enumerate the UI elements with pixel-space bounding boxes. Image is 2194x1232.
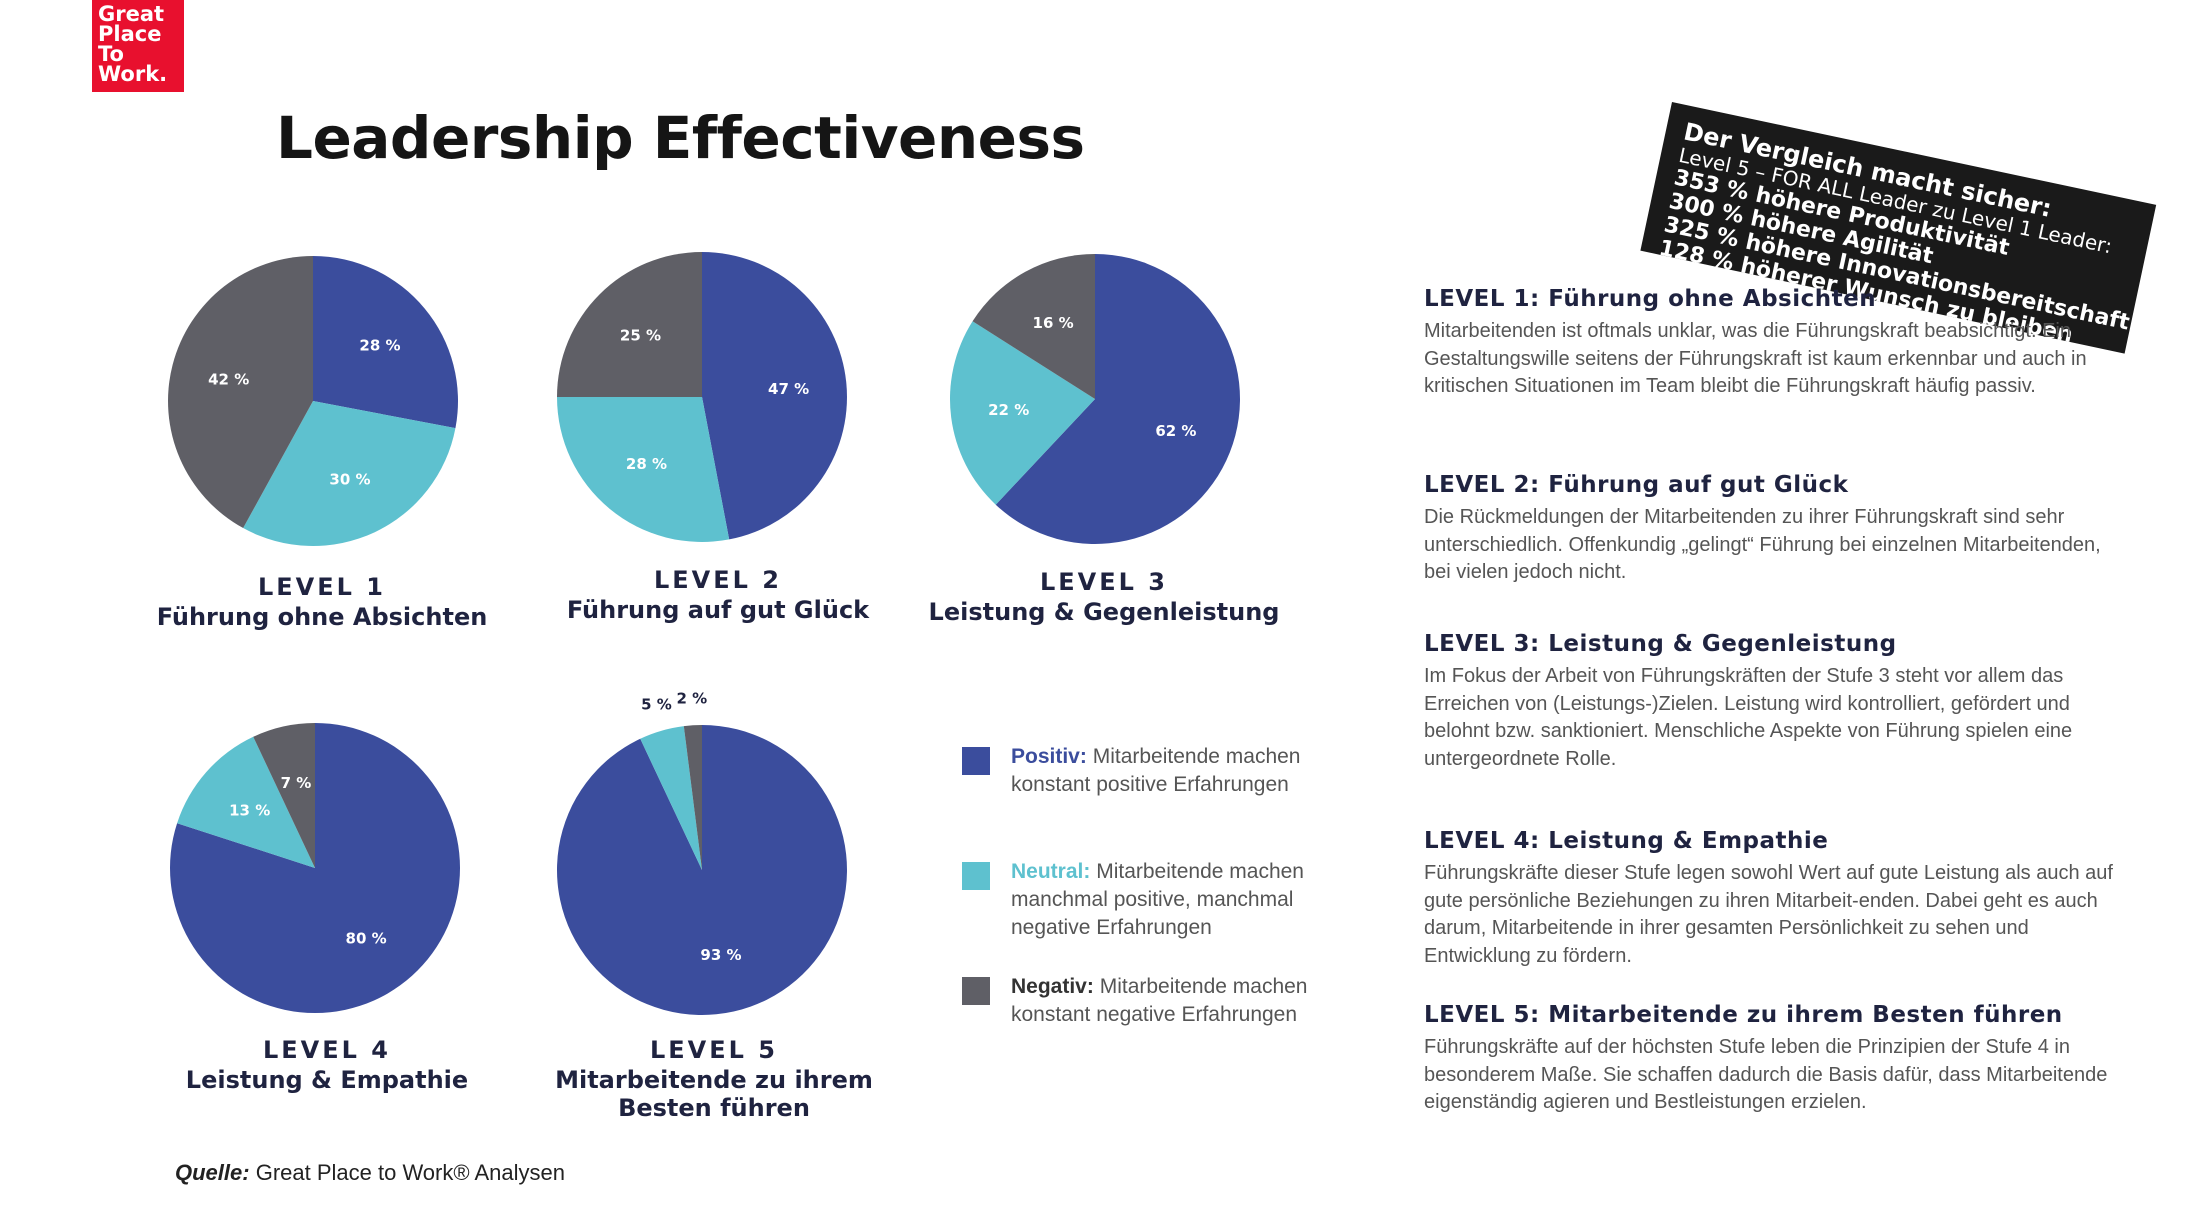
logo-line: Work.	[98, 62, 168, 86]
pie-chart-level-4: 80 % 13 % 7 %	[170, 723, 461, 1013]
source-note: Quelle: Great Place to Work® Analysen	[175, 1160, 565, 1186]
pie-slice-label: 28 %	[359, 337, 400, 355]
brand-logo: Great Place To Work.	[92, 0, 184, 92]
pie-caption-level-2: LEVEL 2 Führung auf gut Glück	[518, 564, 918, 624]
pie-chart-level-1: 28 % 30 % 42 %	[168, 256, 458, 546]
pie-chart-level-5: 93 % 5 % 2 %	[556, 689, 847, 1015]
pie-slice-neutral	[243, 401, 456, 546]
pie-level-name: Leistung & Gegenleistung	[928, 598, 1280, 626]
pie-slice-label: 7 %	[281, 774, 312, 792]
pie-slice-label: 25 %	[620, 327, 661, 345]
legend-label: Neutral:	[1011, 860, 1091, 883]
pie-slice-positiv	[170, 723, 461, 1013]
level-description-1: LEVEL 1: Führung ohne Absichten Mitarbei…	[1424, 284, 2124, 401]
pie-level-name: Mitarbeitende zu ihrem Besten führen	[555, 1066, 873, 1122]
legend-swatch-negative	[962, 977, 990, 1005]
level-description-5: LEVEL 5: Mitarbeitende zu ihrem Besten f…	[1424, 1000, 2124, 1117]
level-description-4: LEVEL 4: Leistung & Empathie Führungskrä…	[1424, 826, 2124, 970]
level-description-2: LEVEL 2: Führung auf gut Glück Die Rückm…	[1424, 470, 2124, 587]
pie-chart-level-3: 62 % 22 % 16 %	[950, 254, 1240, 544]
source-label: Quelle:	[175, 1160, 250, 1185]
level-description-title: LEVEL 1: Führung ohne Absichten	[1424, 286, 1877, 312]
level-description-text: Die Rückmeldungen der Mitarbeitenden zu …	[1424, 506, 2101, 583]
level-description-title: LEVEL 3: Leistung & Gegenleistung	[1424, 631, 1897, 657]
level-description-title: LEVEL 2: Führung auf gut Glück	[1424, 472, 1849, 498]
pie-level-label: LEVEL 4	[262, 1036, 391, 1064]
pie-level-label: LEVEL 5	[649, 1036, 778, 1064]
pie-level-label: LEVEL 1	[257, 573, 386, 601]
logo-line: To	[98, 42, 124, 66]
pie-slice-label: 62 %	[1155, 422, 1196, 440]
pie-level-name: Führung ohne Absichten	[156, 603, 488, 631]
pie-level-name: Leistung & Empathie	[185, 1066, 469, 1094]
pie-slice-neutral	[557, 397, 730, 542]
legend-description: Mitarbeitende machen konstant positive E…	[1011, 745, 1301, 796]
page-title: Leadership Effectiveness	[276, 104, 1085, 172]
logo-line: Great	[98, 2, 165, 26]
legend-label: Positiv:	[1011, 745, 1087, 768]
source-text: Great Place to Work® Analysen	[255, 1160, 565, 1185]
level-description-text: Führungskräfte auf der höchsten Stufe le…	[1424, 1036, 2108, 1113]
pie-caption-level-1: LEVEL 1 Führung ohne Absichten	[122, 571, 522, 631]
pie-caption-level-4: LEVEL 4 Leistung & Empathie	[127, 1034, 527, 1094]
level-description-text: Führungskräfte dieser Stufe legen sowohl…	[1424, 862, 2113, 967]
pie-slice-negativ	[253, 723, 315, 868]
pie-slice-label: 22 %	[988, 401, 1029, 419]
legend-text: Neutral: Mitarbeitende machen manchmal p…	[1011, 858, 1351, 942]
pie-level-name: Führung auf gut Glück	[566, 596, 870, 624]
pie-slice-positiv	[702, 252, 847, 540]
level-description-3: LEVEL 3: Leistung & Gegenleistung Im Fok…	[1424, 629, 2124, 773]
level-description-text: Im Fokus der Arbeit von Führungskräften …	[1424, 665, 2073, 770]
pie-slice-neutral	[177, 736, 315, 868]
pie-slice-negativ	[168, 256, 313, 529]
pie-slice-negativ	[972, 254, 1095, 399]
pie-slice-neutral	[640, 726, 702, 870]
pie-level-label: LEVEL 2	[653, 566, 782, 594]
pie-slice-neutral	[950, 321, 1095, 505]
pie-slice-label: 5 %	[641, 696, 672, 714]
pie-slice-positiv	[995, 254, 1240, 544]
level-description-title: LEVEL 4: Leistung & Empathie	[1424, 828, 1829, 854]
legend-text: Negativ: Mitarbeitende machen konstant n…	[1011, 973, 1351, 1029]
legend-text: Positiv: Mitarbeitende machen konstant p…	[1011, 743, 1351, 799]
pie-slice-label: 47 %	[768, 380, 809, 398]
level-description-title: LEVEL 5: Mitarbeitende zu ihrem Besten f…	[1424, 1002, 2063, 1028]
pie-slice-negativ	[557, 252, 702, 397]
pie-slice-label: 42 %	[208, 370, 249, 388]
pie-slice-label: 80 %	[346, 929, 387, 947]
legend-swatch-positive	[962, 747, 990, 775]
pie-slice-positiv	[313, 256, 458, 429]
pie-slice-label: 28 %	[626, 455, 667, 473]
level-description-text: Mitarbeitenden ist oftmals unklar, was d…	[1424, 320, 2087, 397]
pie-slice-label: 13 %	[229, 802, 270, 820]
pie-caption-level-5: LEVEL 5 Mitarbeitende zu ihrem Besten fü…	[514, 1034, 914, 1122]
legend-description: Mitarbeitende machen konstant negative E…	[1011, 975, 1308, 1026]
legend-swatch-neutral	[962, 862, 990, 890]
legend-label: Negativ:	[1011, 975, 1094, 998]
pie-chart-level-2: 47 % 28 % 25 %	[557, 252, 847, 542]
pie-slice-label: 30 %	[329, 471, 370, 489]
legend-description: Mitarbeitende machen manchmal positive, …	[1011, 860, 1304, 939]
pie-level-label: LEVEL 3	[1039, 568, 1168, 596]
pie-slice-label: 93 %	[700, 946, 741, 964]
pie-slice-negativ	[683, 725, 702, 870]
pie-slice-label: 2 %	[676, 689, 707, 707]
pie-caption-level-3: LEVEL 3 Leistung & Gegenleistung	[904, 566, 1304, 626]
pie-slice-positiv	[556, 725, 847, 1015]
logo-line: Place	[98, 22, 162, 46]
pie-slice-label: 16 %	[1033, 314, 1074, 332]
